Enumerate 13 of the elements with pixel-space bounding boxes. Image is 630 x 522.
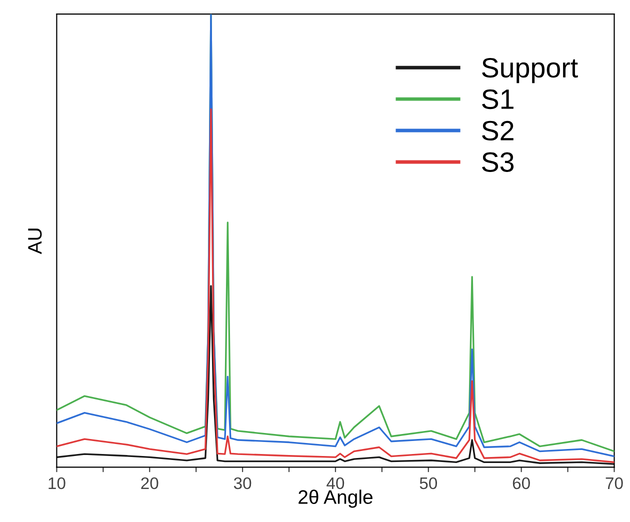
x-tick-label: 30 (234, 477, 252, 490)
legend-label: S3 (482, 152, 514, 172)
x-tick-label: 10 (48, 477, 66, 490)
y-axis-title: AU (28, 228, 42, 254)
x-tick-label: 50 (420, 477, 438, 490)
x-axis-title: 2θ Angle (298, 490, 372, 508)
legend-label: S2 (482, 120, 514, 141)
x-tick-label: 20 (141, 477, 158, 490)
legend-label: Support (482, 58, 578, 84)
x-tick-label: 40 (326, 477, 344, 490)
x-tick-label: 60 (512, 477, 530, 490)
legend-label: S1 (482, 89, 514, 110)
x-tick-label: 70 (606, 477, 623, 490)
